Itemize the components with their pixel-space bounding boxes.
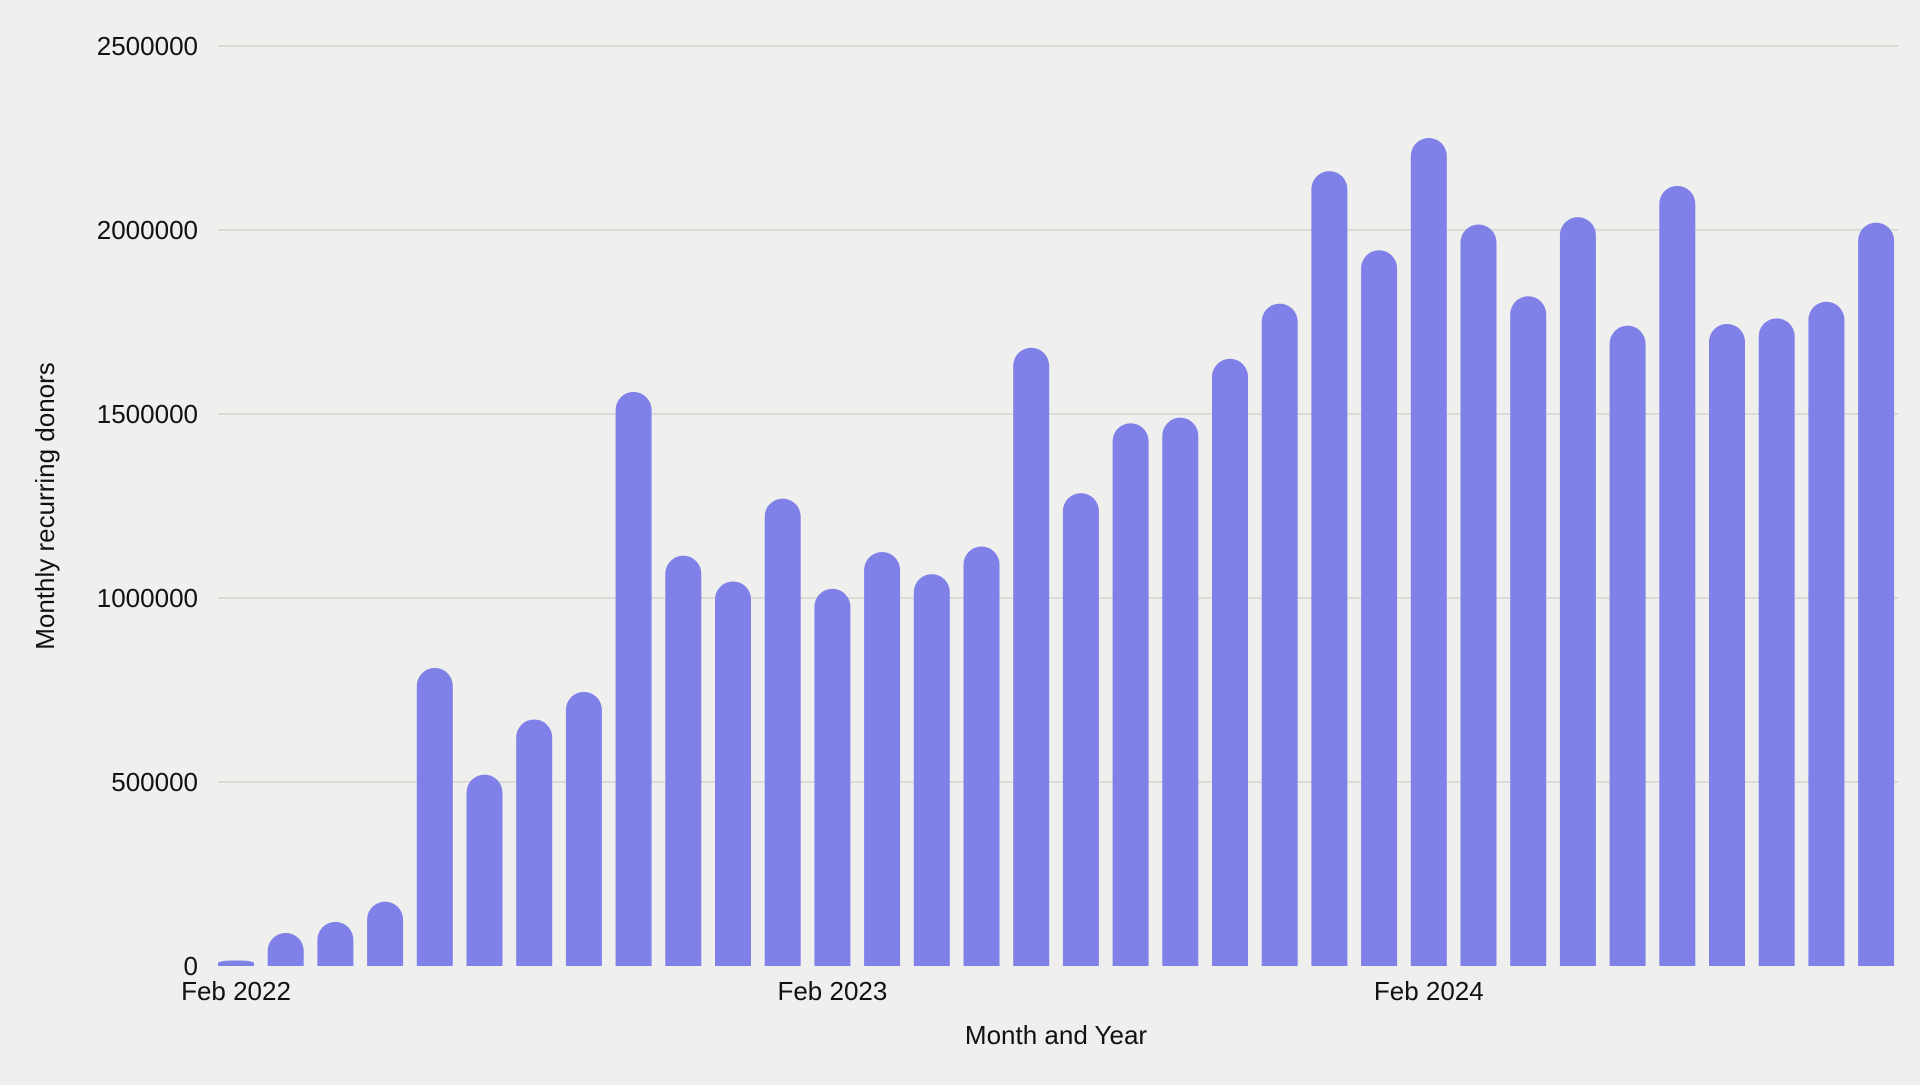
- bar-aug-2023: [1112, 423, 1149, 966]
- y-tick-label: 2500000: [97, 31, 198, 61]
- bar-dec-2023: [1311, 171, 1348, 966]
- bar-aug-2024: [1709, 323, 1745, 966]
- x-axis-ticks: Feb 2022 Feb 2023 Feb 2024: [181, 976, 1484, 1006]
- bar-mar-2022: [267, 932, 304, 966]
- y-tick-label: 1500000: [97, 399, 198, 429]
- bar-aug-2022: [516, 719, 553, 966]
- bar-jul-2022: [466, 774, 503, 966]
- bar-nov-2023: [1261, 303, 1298, 967]
- bar-jan-2023: [764, 498, 801, 966]
- bar-oct-2023: [1212, 358, 1248, 966]
- bar-jun-2023: [1013, 347, 1050, 967]
- bar-oct-2022: [615, 391, 652, 966]
- bar-jun-2022: [416, 667, 453, 966]
- bar-may-2022: [367, 901, 404, 966]
- bar-dec-2022: [715, 581, 751, 966]
- bar-sep-2024: [1758, 318, 1795, 966]
- bar-feb-2023: [814, 588, 851, 966]
- x-tick-label: Feb 2022: [181, 976, 291, 1006]
- bar-feb-2022: [218, 960, 254, 966]
- y-axis-ticks: 0 500000 1000000 1500000 2000000 2500000: [97, 31, 198, 981]
- bar-jul-2024: [1659, 185, 1696, 966]
- bar-apr-2022: [317, 921, 354, 966]
- y-tick-label: 1000000: [97, 583, 198, 613]
- bar-oct-2024: [1808, 301, 1845, 966]
- bar-sep-2023: [1162, 417, 1199, 966]
- bar-may-2024: [1559, 217, 1596, 967]
- x-axis-title: Month and Year: [965, 1020, 1147, 1050]
- bar-nov-2024: [1858, 222, 1895, 966]
- y-tick-label: 0: [184, 951, 198, 981]
- bar-nov-2022: [665, 555, 702, 966]
- bar-may-2023: [963, 546, 1000, 966]
- bar-sep-2022: [565, 691, 602, 966]
- bar-mar-2024: [1460, 224, 1497, 967]
- bar-apr-2023: [913, 574, 950, 966]
- y-axis-title: Monthly recurring donors: [30, 362, 60, 650]
- bar-jul-2023: [1062, 493, 1099, 966]
- bar-apr-2024: [1510, 296, 1547, 966]
- x-tick-label: Feb 2024: [1374, 976, 1484, 1006]
- bar-mar-2023: [864, 552, 901, 966]
- x-tick-label: Feb 2023: [777, 976, 887, 1006]
- bar-jun-2024: [1609, 325, 1646, 966]
- bars: [218, 138, 1895, 967]
- bar-feb-2024: [1410, 138, 1447, 966]
- y-tick-label: 2000000: [97, 215, 198, 245]
- bar-jan-2024: [1361, 250, 1398, 966]
- gridlines: [218, 45, 1898, 783]
- y-tick-label: 500000: [111, 767, 198, 797]
